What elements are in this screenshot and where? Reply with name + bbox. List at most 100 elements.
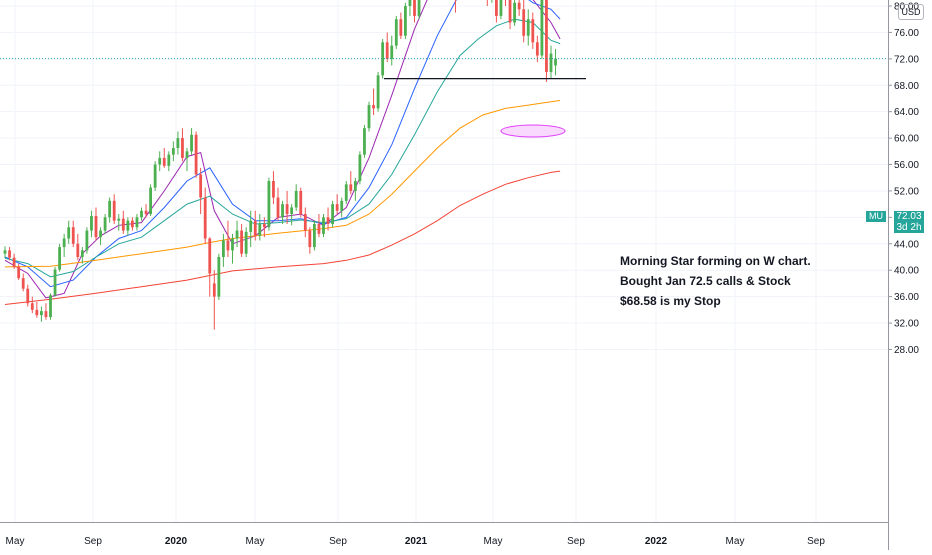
candle-body <box>335 204 339 211</box>
candle-body <box>8 250 11 258</box>
candle-body <box>53 269 57 296</box>
candle-body <box>526 19 530 36</box>
candle <box>76 233 80 261</box>
candle-body <box>103 217 107 231</box>
candle-body <box>167 154 171 166</box>
currency-label[interactable]: USD <box>898 4 924 20</box>
candle-body <box>513 2 516 23</box>
y-tick-label: 68.00 <box>894 81 919 92</box>
candle-body <box>140 210 143 218</box>
candle <box>158 151 162 172</box>
candle-body <box>26 288 30 304</box>
y-tick-label: 44.00 <box>894 239 919 250</box>
candle <box>144 204 148 218</box>
candle-body <box>326 217 330 224</box>
candle <box>99 227 102 246</box>
candle-body <box>331 204 334 224</box>
candle-body <box>281 204 284 218</box>
candle <box>44 303 48 320</box>
candle-body <box>549 53 553 73</box>
candle-body <box>222 240 225 257</box>
candle-body <box>417 0 421 16</box>
candle-body <box>181 138 184 158</box>
candle-body <box>3 250 7 254</box>
candle <box>112 194 116 224</box>
candle <box>535 35 539 63</box>
candle <box>417 0 421 20</box>
candle-body <box>58 247 61 270</box>
x-tick-label: 2022 <box>645 536 668 547</box>
y-axis: 28.0032.0036.0040.0044.0048.0052.0056.00… <box>888 0 919 550</box>
candle <box>408 0 412 16</box>
candle <box>71 220 75 248</box>
candle-body <box>158 157 162 165</box>
candle <box>67 220 71 244</box>
candle <box>331 200 334 228</box>
candle-body <box>94 216 98 238</box>
candle-body <box>44 311 48 318</box>
candle-body <box>358 154 362 182</box>
candle <box>495 0 498 23</box>
candle <box>94 207 98 241</box>
candle-body <box>144 210 148 215</box>
candle-body <box>203 197 207 239</box>
candle-body <box>285 204 289 215</box>
candle <box>372 88 375 115</box>
moving-averages <box>4 0 561 305</box>
y-tick-label: 52.00 <box>894 186 919 197</box>
candle <box>40 306 43 322</box>
ma-20-line <box>4 0 561 288</box>
candle-body <box>112 200 116 221</box>
candle <box>185 148 189 172</box>
candle <box>276 187 280 221</box>
candle <box>340 197 344 218</box>
candle <box>149 184 152 217</box>
candle <box>249 210 253 248</box>
x-tick-label: May <box>6 536 25 547</box>
candle-body <box>126 220 130 231</box>
x-tick-label: 2021 <box>405 536 428 547</box>
candle-body <box>17 266 21 279</box>
candle <box>117 214 121 231</box>
candle <box>294 184 298 211</box>
candle <box>322 214 325 238</box>
ma-100-line <box>4 100 561 268</box>
candle <box>80 247 84 264</box>
candle-body <box>153 164 157 188</box>
candle-body <box>240 230 243 254</box>
candle <box>317 214 321 238</box>
candle-body <box>176 138 180 149</box>
candle-body <box>299 190 303 215</box>
candle-body <box>367 105 371 129</box>
candle <box>176 131 180 155</box>
candles <box>3 0 557 330</box>
candle-body <box>394 19 398 46</box>
candle-body <box>80 250 84 257</box>
candle-body <box>85 230 89 251</box>
candle <box>208 237 212 297</box>
candle <box>49 293 52 320</box>
candle <box>303 207 307 238</box>
candle <box>545 0 548 82</box>
candle <box>522 0 526 43</box>
x-tick-label: May <box>484 536 503 547</box>
candle <box>267 177 271 231</box>
candle <box>8 247 11 261</box>
candle-body <box>508 0 512 23</box>
bar-countdown: 3d 2h <box>896 222 922 233</box>
last-price-value: 72.03 <box>896 211 922 222</box>
candle <box>108 197 112 223</box>
candle-body <box>131 220 134 228</box>
candle <box>549 45 553 79</box>
candle <box>335 194 339 215</box>
candle-body <box>276 197 280 218</box>
x-tick-label: Sep <box>807 536 825 547</box>
candle <box>404 2 407 40</box>
candle <box>199 167 203 215</box>
candle-body <box>108 200 112 218</box>
candle-body <box>190 134 193 152</box>
candle-body <box>231 238 234 251</box>
candle-body <box>244 231 248 254</box>
